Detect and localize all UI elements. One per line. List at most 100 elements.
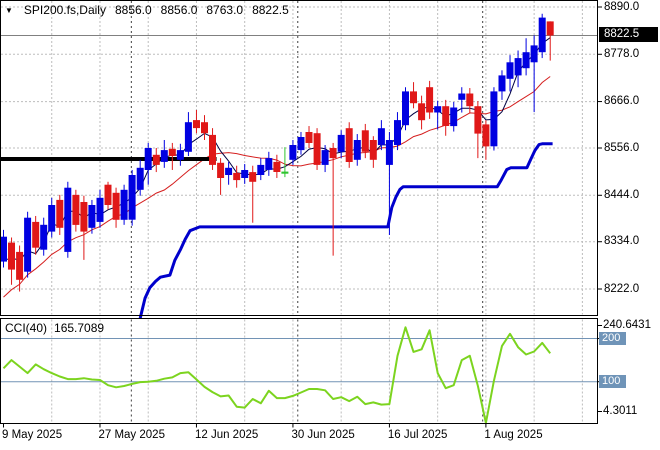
ohlc-low: 8763.0 (206, 3, 244, 17)
candle-body (80, 202, 88, 232)
cci-line (2, 326, 551, 424)
cci-level-100-badge: 100 (599, 375, 626, 388)
candle-body (184, 122, 192, 152)
price-axis-label: 8222.0 (604, 282, 640, 295)
candle-body (56, 199, 64, 228)
candle-body (241, 170, 249, 178)
candle-body (176, 150, 184, 160)
candle-body (450, 107, 458, 127)
candle-body (257, 164, 265, 175)
candle-body (434, 106, 442, 113)
candle-body (168, 148, 176, 156)
candle-body (498, 75, 506, 92)
candle-body (281, 171, 289, 174)
indicator-panel-border (0, 318, 598, 424)
candle-body (345, 128, 353, 162)
indicator-value: 165.7089 (54, 321, 105, 335)
candle-body (265, 158, 273, 170)
time-axis-label: 30 Jun 2025 (291, 429, 355, 441)
time-axis-label: 9 May 2025 (2, 429, 63, 441)
candle-body (88, 205, 96, 228)
time-axis-label: 1 Aug 2025 (484, 429, 543, 441)
candle-body (530, 45, 538, 63)
candle-body (385, 140, 393, 165)
candle-body (369, 140, 377, 160)
price-axis-label: 8778.0 (604, 47, 640, 60)
candle-body (16, 251, 24, 280)
candle-body (353, 140, 361, 160)
candle-body (160, 150, 168, 162)
candle-body (482, 124, 490, 147)
candle-body (305, 132, 313, 143)
candle-body (297, 137, 305, 151)
price-axis-label: 8890.0 (604, 0, 640, 13)
time-axis-label: 12 Jun 2025 (194, 429, 259, 441)
candle-body (144, 148, 152, 170)
candle-body (112, 192, 120, 220)
candle-body (466, 93, 474, 107)
candle-body (217, 162, 225, 178)
candle-body (313, 133, 321, 165)
indicator-label: CCI(40) 165.7089 (5, 321, 104, 335)
candle-body (289, 145, 297, 160)
candle-body (442, 106, 450, 126)
candle-body (361, 130, 369, 152)
candle-body (72, 194, 80, 225)
time-axis-label: 16 Jul 2025 (387, 429, 448, 441)
candle-body (249, 172, 257, 182)
cci-axis-min-label: 4.3011 (603, 405, 638, 417)
candle-body (104, 184, 112, 205)
candle-body (136, 167, 144, 190)
candle-body (394, 120, 401, 145)
candle-body (329, 148, 337, 159)
price-axis-label: 8556.0 (604, 141, 640, 154)
cci-level-200-badge: 200 (599, 332, 626, 345)
candle-body (474, 106, 482, 134)
candle-body (273, 161, 281, 172)
candle-body (546, 21, 554, 36)
candle-body (538, 17, 546, 53)
collapse-icon[interactable]: ▼ (5, 5, 13, 15)
candle-body (522, 52, 530, 69)
candle-body (0, 236, 7, 262)
indicator-name: CCI(40) (5, 321, 48, 335)
candle-body (377, 128, 385, 146)
candle-body (337, 134, 345, 152)
symbol-timeframe-label: SPI200.fs,Daily (23, 3, 106, 17)
price-axis-label: 8666.0 (604, 95, 640, 108)
candle-body (402, 91, 409, 126)
candle-body (120, 189, 128, 220)
candle-body (193, 120, 200, 129)
trailing-stop-line (138, 142, 553, 319)
price-axis-label: 8444.0 (604, 188, 640, 201)
current-price-badge: 8822.5 (599, 27, 658, 42)
ohlc-close: 8822.5 (252, 3, 289, 17)
chart-title: ▼ SPI200.fs,Daily 8856.0 8856.0 8763.0 8… (5, 3, 289, 17)
candle-body (8, 242, 15, 270)
candle-body (40, 224, 48, 250)
candle-body (514, 58, 522, 76)
main-panel-border (0, 0, 598, 316)
candle-body (233, 172, 241, 181)
candle-body (24, 217, 32, 272)
candle-body (64, 187, 72, 252)
candle-body (225, 167, 233, 175)
price-axis-label: 8334.0 (604, 235, 640, 248)
time-axis-label: 27 May 2025 (98, 429, 165, 441)
candle-body (321, 150, 329, 165)
candle-body (152, 154, 160, 165)
candle-body (426, 87, 434, 113)
candle-body (506, 62, 514, 79)
candle-body (96, 197, 104, 222)
cci-axis-max-label: 240.6431 (603, 319, 651, 331)
candle-body (48, 205, 56, 232)
candle-body (201, 122, 208, 134)
candle-body (410, 91, 417, 104)
ohlc-open: 8856.0 (114, 3, 152, 17)
candle-body (490, 91, 498, 147)
candle-body (209, 134, 216, 165)
candle-body (458, 93, 466, 100)
